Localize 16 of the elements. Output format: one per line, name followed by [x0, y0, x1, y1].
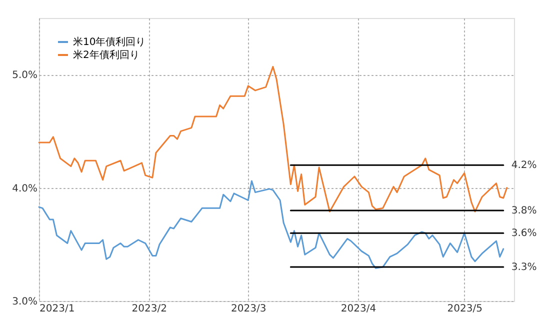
annotation: 3.8% — [511, 205, 537, 216]
x-tick-label: 2023/4 — [340, 304, 376, 314]
y-tick-label: 3.0% — [12, 296, 38, 308]
x-tick-label: 2023/1 — [40, 304, 75, 314]
y-tick-label: 4.0% — [12, 183, 38, 194]
line-series — [38, 180, 504, 269]
x-tick-label: 2023/2 — [132, 304, 167, 314]
x-tick-label: 2023/3 — [231, 304, 266, 314]
x-tick-label: 2023/5 — [447, 304, 482, 314]
y-tick-label: 5.0% — [12, 70, 38, 82]
legend-label: 米2年債利回り — [73, 49, 140, 61]
line-series — [38, 66, 508, 212]
annotation: 3.3% — [511, 262, 537, 274]
legend-label: 米10年債利回り — [73, 36, 146, 48]
annotation: 4.2% — [511, 160, 537, 172]
annotation: 3.6% — [511, 228, 537, 240]
